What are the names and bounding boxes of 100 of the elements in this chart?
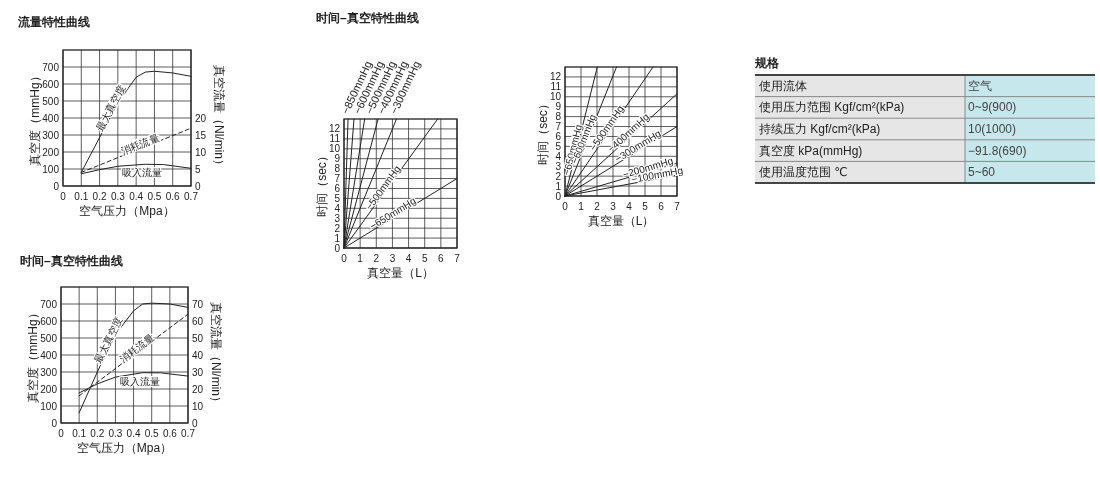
x-tick-label: 4 <box>626 200 633 212</box>
y-tick-label: 600 <box>40 315 58 327</box>
x-tick-label: 0.4 <box>126 427 141 439</box>
x-tick-label: 5 <box>421 252 428 264</box>
y-tick-label: 6 <box>334 182 341 194</box>
category-label: 使用压力范围 Kgf/cm²(kPa) <box>759 100 905 115</box>
category-label: 使用流体 <box>759 78 807 93</box>
x-tick-label: 0.3 <box>108 427 123 439</box>
y-tick-label: 8 <box>334 163 341 175</box>
y-tick-label: 10 <box>328 143 341 155</box>
y2-tick-label: 50 <box>192 332 204 344</box>
y2-tick-label: 10 <box>192 400 204 412</box>
x-tick-label: 0.7 <box>184 190 199 202</box>
y-tick-label: 1 <box>555 180 562 192</box>
y-tick-label: 600 <box>42 78 60 90</box>
y-tick-label: 11 <box>550 81 562 93</box>
x-tick-label: 1 <box>578 200 585 212</box>
y-tick-label: 3 <box>555 160 562 172</box>
x-axis-title: 真空量（L） <box>367 266 434 280</box>
category-label: 真空度 kPa(mmHg) <box>759 143 863 158</box>
category-label: 持续压力 Kgf/cm²(kPa) <box>759 122 881 136</box>
y-axis-title: 真空度（mmHg） <box>26 307 40 403</box>
y-tick-label: 100 <box>40 400 58 412</box>
y-tick-label: 11 <box>329 133 341 145</box>
x-tick-label: 7 <box>454 252 461 264</box>
y-tick-label: 6 <box>555 130 562 142</box>
y-tick-label: 9 <box>334 153 341 165</box>
y2-axis-title: 真空流量（Nl/min） <box>212 64 226 172</box>
text: 10(1000) <box>968 122 1017 136</box>
y-tick-label: 300 <box>42 129 60 141</box>
x-axis-title: 真空量（L） <box>587 214 655 228</box>
y-tick-label: 500 <box>42 95 60 107</box>
y2-tick-label: 15 <box>195 129 207 141</box>
x-tick-label: 1 <box>357 252 364 264</box>
text: 空气 <box>968 78 992 93</box>
x-tick-label: 0.2 <box>92 190 107 202</box>
y2-tick-label: 20 <box>192 383 204 395</box>
y2-tick-label: 70 <box>192 298 204 310</box>
x-tick-label: 0.5 <box>144 427 160 439</box>
y-tick-label: 7 <box>334 173 341 185</box>
y-axis-title: 真空度（mmHg） <box>28 70 42 166</box>
y2-tick-label: 5 <box>195 163 201 175</box>
y-axis-title: 时间（sec） <box>536 98 550 165</box>
x-tick-label: 6 <box>658 200 665 212</box>
text: 最大真空度 <box>94 83 128 133</box>
y-tick-label: 10 <box>549 91 562 103</box>
x-tick-label: 0.6 <box>165 190 181 202</box>
y-tick-label: 400 <box>42 112 60 124</box>
x-tick-label: 0.2 <box>90 427 105 439</box>
y-axis-title: 时间（sec） <box>315 150 329 217</box>
y2-tick-label: 0 <box>192 417 198 429</box>
chart-title: 时间–真空特性曲线 <box>316 11 419 25</box>
y-tick-label: 500 <box>40 332 58 344</box>
text: 0~9(900) <box>968 100 1017 115</box>
category-label: 使用温度范围 ℃ <box>759 165 848 180</box>
y-tick-label: 12 <box>328 123 341 135</box>
x-tick-label: 6 <box>438 252 445 264</box>
y2-tick-label: 60 <box>192 315 204 327</box>
text: −91.8(690) <box>968 143 1027 158</box>
y-tick-label: 300 <box>40 366 58 378</box>
y-tick-label: 4 <box>555 150 562 162</box>
chart-title: 流量特性曲线 <box>17 15 90 29</box>
y-tick-label: 200 <box>42 146 60 158</box>
x-tick-label: 3 <box>389 252 396 264</box>
y-tick-label: 2 <box>334 222 341 234</box>
y-tick-label: 2 <box>555 170 562 182</box>
y-tick-label: 0 <box>51 417 58 429</box>
y-tick-label: 9 <box>555 101 562 113</box>
y-tick-label: 7 <box>555 121 562 133</box>
x-tick-label: 0.1 <box>74 190 89 202</box>
y-tick-label: 12 <box>549 71 562 83</box>
x-tick-label: 3 <box>610 200 617 212</box>
x-tick-label: 5 <box>642 200 649 212</box>
y-tick-label: 0 <box>334 242 341 254</box>
x-tick-label: 0.5 <box>147 190 162 202</box>
y2-tick-label: 0 <box>195 180 201 192</box>
chart-title: 时间–真空特性曲线 <box>20 254 123 268</box>
x-tick-label: 0.3 <box>110 190 126 202</box>
x-tick-label: 2 <box>594 200 601 212</box>
y-tick-label: 8 <box>555 111 562 123</box>
y-tick-label: 700 <box>42 61 60 73</box>
x-axis-title: 空气压力（Mpa） <box>76 441 173 455</box>
y-tick-label: 3 <box>334 212 341 224</box>
text: 5~60 <box>968 165 996 180</box>
y-tick-label: 200 <box>40 383 58 395</box>
x-tick-label: 0.7 <box>181 427 196 439</box>
x-tick-label: 0.6 <box>162 427 178 439</box>
y-tick-label: 0 <box>53 180 60 192</box>
text: 消耗流量 <box>119 131 161 157</box>
y-tick-label: 5 <box>555 140 562 152</box>
y-tick-label: 700 <box>40 298 58 310</box>
y2-tick-label: 10 <box>195 146 207 158</box>
y-tick-label: 1 <box>334 232 341 244</box>
y2-tick-label: 40 <box>192 349 204 361</box>
y2-tick-label: 20 <box>195 112 207 124</box>
y-tick-label: 400 <box>40 349 58 361</box>
x-tick-label: 0.1 <box>72 427 87 439</box>
x-tick-label: 4 <box>405 252 412 264</box>
x-tick-label: 0.4 <box>129 190 144 202</box>
y2-axis-title: 真空流量（Nl/min） <box>209 301 223 409</box>
